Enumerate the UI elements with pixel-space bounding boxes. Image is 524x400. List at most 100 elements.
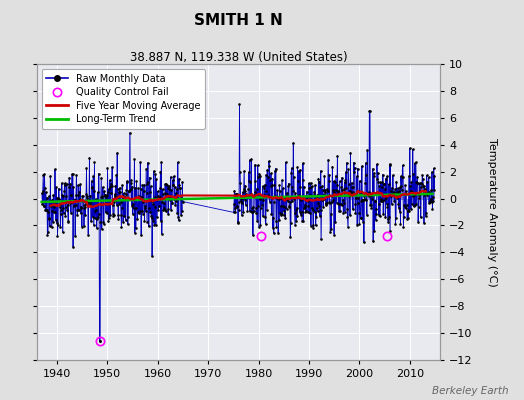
Point <box>363 211 371 218</box>
Point <box>369 173 378 179</box>
Point <box>74 182 82 188</box>
Point <box>238 189 247 195</box>
Point <box>260 182 269 188</box>
Point <box>43 229 52 235</box>
Point <box>60 180 69 186</box>
Point <box>38 201 47 208</box>
Point <box>235 101 244 108</box>
Point <box>254 174 262 180</box>
Point <box>58 229 67 236</box>
Point <box>160 206 169 213</box>
Point <box>118 193 127 200</box>
Point <box>65 174 73 181</box>
Point <box>108 202 117 208</box>
Point <box>172 198 180 204</box>
Point <box>230 188 238 194</box>
Point <box>66 199 74 206</box>
Point <box>406 182 414 189</box>
Point <box>102 193 111 200</box>
Point <box>391 221 400 228</box>
Point <box>173 159 182 166</box>
Point <box>334 189 342 196</box>
Point <box>422 172 431 179</box>
Point <box>92 196 100 202</box>
Point <box>257 194 266 200</box>
Point <box>367 201 375 208</box>
Point <box>49 219 57 225</box>
Point <box>319 186 327 193</box>
Point <box>344 224 352 230</box>
Point <box>54 186 63 192</box>
Point <box>49 209 58 215</box>
Point <box>63 202 72 208</box>
Point <box>394 191 402 197</box>
Point <box>102 209 110 216</box>
Point <box>260 192 268 198</box>
Point <box>271 192 279 199</box>
Point <box>289 174 298 180</box>
Point <box>410 192 419 198</box>
Point <box>38 190 46 196</box>
Point <box>126 130 134 136</box>
Point <box>430 165 438 172</box>
Point <box>331 218 340 225</box>
Point <box>335 178 344 184</box>
Point <box>352 191 361 198</box>
Point <box>357 163 366 169</box>
Point <box>85 155 94 161</box>
Point <box>417 214 425 220</box>
Point <box>280 212 289 218</box>
Point <box>343 214 352 220</box>
Point <box>419 183 428 189</box>
Point <box>253 217 261 224</box>
Point <box>85 197 93 203</box>
Point <box>329 196 337 203</box>
Point <box>330 231 338 238</box>
Point <box>68 171 76 178</box>
Text: Berkeley Earth: Berkeley Earth <box>432 386 508 396</box>
Point <box>381 175 390 182</box>
Point <box>281 203 289 210</box>
Point <box>73 207 81 214</box>
Point <box>162 180 170 187</box>
Point <box>90 159 99 166</box>
Point <box>249 204 257 210</box>
Point <box>429 198 438 205</box>
Point <box>321 188 329 195</box>
Point <box>95 211 103 218</box>
Point <box>379 181 388 187</box>
Point <box>391 215 400 221</box>
Point <box>250 192 258 198</box>
Point <box>402 204 410 211</box>
Point <box>392 188 401 195</box>
Point <box>286 234 294 240</box>
Point <box>114 212 122 218</box>
Point <box>319 204 328 210</box>
Point <box>270 168 279 174</box>
Point <box>351 210 359 216</box>
Point <box>62 204 70 210</box>
Point <box>370 228 378 234</box>
Point <box>381 214 389 220</box>
Point <box>138 182 147 188</box>
Point <box>165 185 173 192</box>
Point <box>320 172 329 179</box>
Point <box>311 222 320 228</box>
Point <box>243 193 251 199</box>
Point <box>243 194 251 201</box>
Point <box>245 169 253 176</box>
Point <box>340 186 348 192</box>
Point <box>393 194 401 201</box>
Point <box>429 194 437 200</box>
Point <box>170 196 179 202</box>
Point <box>156 194 164 201</box>
Point <box>319 191 328 198</box>
Point <box>144 159 152 166</box>
Point <box>311 182 319 188</box>
Point <box>127 180 135 186</box>
Point <box>335 207 343 214</box>
Point <box>252 204 260 211</box>
Point <box>105 184 114 190</box>
Point <box>347 180 356 186</box>
Point <box>236 180 245 186</box>
